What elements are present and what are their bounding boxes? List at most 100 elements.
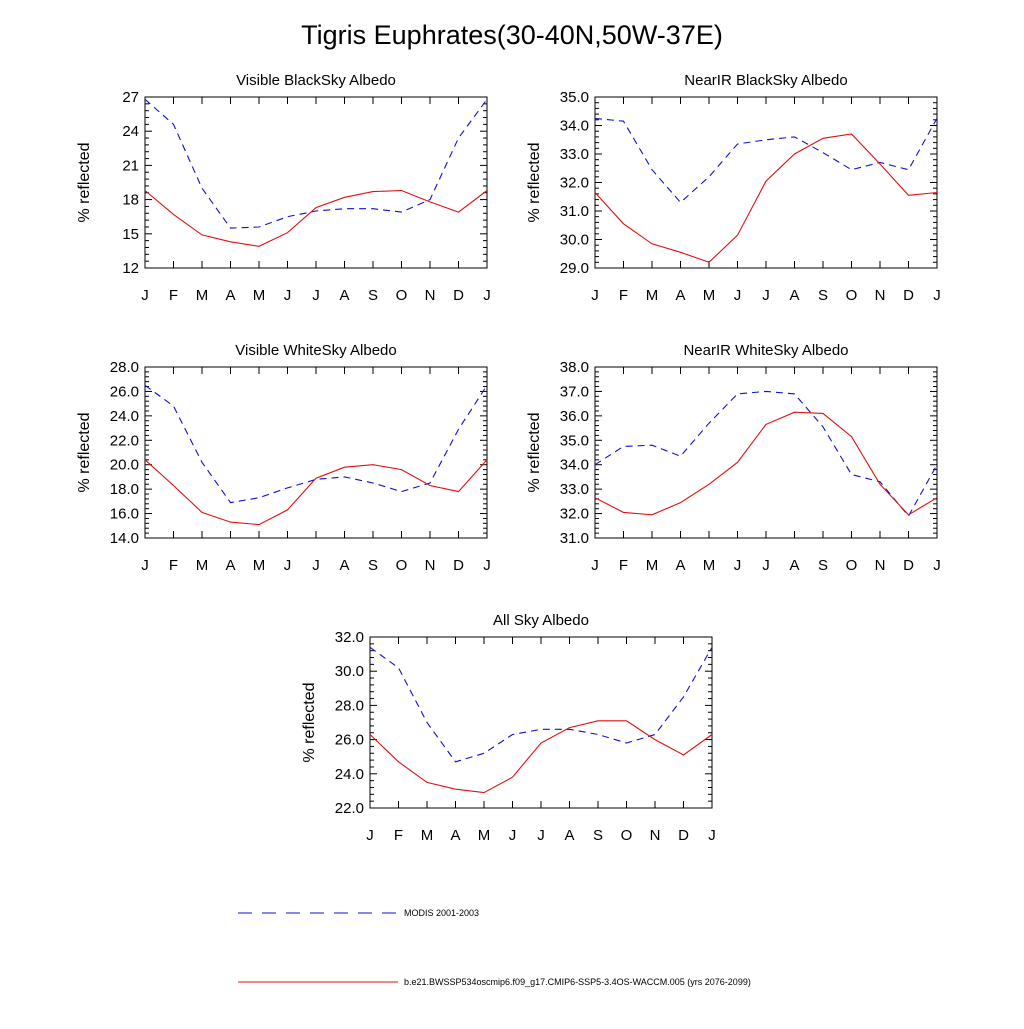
y-tick-label: 16.0 — [110, 506, 139, 523]
x-tick-label: J — [537, 827, 545, 844]
x-tick-label: S — [818, 557, 828, 574]
series-line-modis — [145, 385, 487, 502]
y-tick-label: 32.0 — [560, 175, 589, 192]
y-tick-label: 14.0 — [110, 530, 139, 547]
x-tick-label: M — [703, 557, 716, 574]
y-tick-label: 12 — [122, 260, 139, 277]
x-tick-label: J — [933, 287, 941, 304]
x-tick-label: F — [169, 557, 178, 574]
y-tick-label: 30.0 — [560, 232, 589, 249]
plot-frame — [370, 637, 712, 808]
y-tick-label: 29.0 — [560, 260, 589, 277]
y-tick-label: 26.0 — [335, 732, 364, 749]
y-tick-label: 33.0 — [560, 146, 589, 163]
x-tick-label: J — [509, 827, 517, 844]
x-tick-label: M — [646, 557, 659, 574]
plot-frame — [595, 367, 937, 538]
x-tick-label: S — [593, 827, 603, 844]
series-line-model — [145, 460, 487, 525]
series-line-model — [595, 412, 937, 515]
y-tick-label: 30.0 — [335, 663, 364, 680]
x-tick-label: N — [875, 557, 886, 574]
x-tick-label: M — [196, 557, 209, 574]
y-axis-label: % reflected — [526, 412, 543, 492]
x-tick-label: J — [312, 557, 320, 574]
y-tick-label: 22.0 — [335, 800, 364, 817]
x-tick-label: O — [396, 557, 408, 574]
x-tick-label: J — [708, 827, 716, 844]
legend-label-modis: MODIS 2001-2003 — [404, 908, 479, 918]
chart-panel-4: NearIR WhiteSky Albedo % reflected 31.0 32.… — [526, 342, 941, 574]
x-tick-label: M — [421, 827, 434, 844]
series-line-modis — [145, 99, 487, 228]
x-tick-label: J — [734, 287, 742, 304]
y-tick-label: 24.0 — [110, 408, 139, 425]
y-axis-label: % reflected — [526, 142, 543, 222]
chart-title: All Sky Albedo — [493, 612, 589, 629]
x-tick-label: D — [453, 557, 464, 574]
x-tick-label: J — [483, 557, 491, 574]
y-tick-label: 38.0 — [560, 359, 589, 376]
x-tick-label: F — [619, 557, 628, 574]
y-tick-label: 28.0 — [335, 697, 364, 714]
x-tick-label: J — [483, 287, 491, 304]
x-tick-label: S — [368, 557, 378, 574]
y-axis-label: % reflected — [76, 412, 93, 492]
y-tick-label: 18.0 — [110, 481, 139, 498]
x-tick-label: O — [396, 287, 408, 304]
y-tick-label: 28.0 — [110, 359, 139, 376]
x-tick-label: A — [225, 557, 235, 574]
series-line-modis — [595, 118, 937, 202]
x-tick-label: N — [425, 287, 436, 304]
x-tick-label: J — [141, 557, 149, 574]
y-tick-label: 32.0 — [560, 506, 589, 523]
x-tick-label: M — [478, 827, 491, 844]
x-tick-label: M — [253, 557, 266, 574]
x-tick-label: A — [450, 827, 460, 844]
x-tick-label: S — [368, 287, 378, 304]
y-tick-label: 18 — [122, 192, 139, 209]
x-tick-label: M — [646, 287, 659, 304]
x-tick-label: F — [394, 827, 403, 844]
x-tick-label: J — [762, 287, 770, 304]
x-tick-label: A — [789, 557, 799, 574]
x-tick-label: O — [846, 287, 858, 304]
y-tick-label: 22.0 — [110, 432, 139, 449]
y-tick-label: 34.0 — [560, 457, 589, 474]
chart-panel-1: Visible BlackSky Albedo % reflected 12 15 18… — [76, 72, 491, 304]
x-tick-label: D — [903, 557, 914, 574]
x-tick-label: J — [591, 557, 599, 574]
x-tick-label: M — [253, 287, 266, 304]
x-tick-label: F — [619, 287, 628, 304]
x-tick-label: J — [933, 557, 941, 574]
x-tick-label: N — [425, 557, 436, 574]
y-tick-label: 24 — [122, 123, 139, 140]
y-tick-label: 24.0 — [335, 766, 364, 783]
y-tick-label: 26.0 — [110, 383, 139, 400]
figure-title: Tigris Euphrates(30-40N,50W-37E) — [0, 20, 1024, 51]
x-tick-label: N — [650, 827, 661, 844]
x-tick-label: A — [339, 557, 349, 574]
x-tick-label: A — [675, 557, 685, 574]
y-tick-label: 35.0 — [560, 89, 589, 106]
series-line-model — [145, 191, 487, 247]
x-tick-label: D — [678, 827, 689, 844]
legend: MODIS 2001-2003b.e21.BWSSP534oscmip6.f09… — [238, 908, 751, 987]
chart-title: NearIR WhiteSky Albedo — [683, 342, 848, 359]
y-tick-label: 35.0 — [560, 432, 589, 449]
x-tick-label: A — [339, 287, 349, 304]
x-tick-label: J — [284, 287, 292, 304]
x-tick-label: M — [703, 287, 716, 304]
x-tick-label: N — [875, 287, 886, 304]
chart-panel-5: All Sky Albedo % reflected 22.0 24.0 26.0 28.… — [301, 612, 716, 844]
x-tick-label: A — [789, 287, 799, 304]
y-axis-label: % reflected — [301, 682, 318, 762]
y-axis-label: % reflected — [76, 142, 93, 222]
y-tick-label: 31.0 — [560, 530, 589, 547]
x-tick-label: M — [196, 287, 209, 304]
x-tick-label: A — [564, 827, 574, 844]
y-tick-label: 15 — [122, 226, 139, 243]
x-tick-label: D — [453, 287, 464, 304]
chart-title: Visible BlackSky Albedo — [236, 72, 396, 89]
